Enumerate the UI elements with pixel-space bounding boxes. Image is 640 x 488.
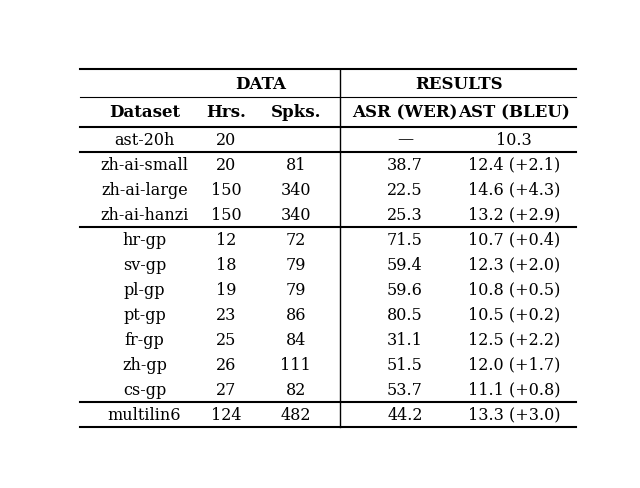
Text: 13.2 (+2.9): 13.2 (+2.9) [468, 206, 560, 223]
Text: 82: 82 [285, 381, 306, 398]
Text: 150: 150 [211, 206, 242, 223]
Text: 20: 20 [216, 131, 236, 148]
Text: 340: 340 [280, 206, 311, 223]
Text: 12.4 (+2.1): 12.4 (+2.1) [468, 156, 560, 173]
Text: 72: 72 [285, 231, 306, 248]
Text: 340: 340 [280, 181, 311, 198]
Text: 482: 482 [280, 406, 311, 423]
Text: 79: 79 [285, 256, 306, 273]
Text: 12.0 (+1.7): 12.0 (+1.7) [468, 356, 560, 373]
Text: 81: 81 [285, 156, 306, 173]
Text: 22.5: 22.5 [387, 181, 422, 198]
Text: 25.3: 25.3 [387, 206, 423, 223]
Text: zh-ai-small: zh-ai-small [100, 156, 189, 173]
Text: hr-gp: hr-gp [122, 231, 166, 248]
Text: 53.7: 53.7 [387, 381, 423, 398]
Text: 150: 150 [211, 181, 242, 198]
Text: 31.1: 31.1 [387, 331, 423, 348]
Text: 44.2: 44.2 [387, 406, 422, 423]
Text: 51.5: 51.5 [387, 356, 423, 373]
Text: RESULTS: RESULTS [415, 76, 503, 92]
Text: 18: 18 [216, 256, 237, 273]
Text: DATA: DATA [236, 76, 287, 92]
Text: 13.3 (+3.0): 13.3 (+3.0) [468, 406, 560, 423]
Text: 111: 111 [280, 356, 311, 373]
Text: 59.4: 59.4 [387, 256, 423, 273]
Text: 12: 12 [216, 231, 237, 248]
Text: 19: 19 [216, 281, 237, 298]
Text: Dataset: Dataset [109, 104, 180, 121]
Text: 38.7: 38.7 [387, 156, 423, 173]
Text: 20: 20 [216, 156, 236, 173]
Text: 23: 23 [216, 306, 237, 323]
Text: zh-ai-large: zh-ai-large [101, 181, 188, 198]
Text: 26: 26 [216, 356, 237, 373]
Text: 10.7 (+0.4): 10.7 (+0.4) [468, 231, 560, 248]
Text: 10.5 (+0.2): 10.5 (+0.2) [468, 306, 560, 323]
Text: 27: 27 [216, 381, 237, 398]
Text: pl-gp: pl-gp [124, 281, 165, 298]
Text: Spks.: Spks. [271, 104, 321, 121]
Text: multilin6: multilin6 [108, 406, 181, 423]
Text: 25: 25 [216, 331, 237, 348]
Text: fr-gp: fr-gp [125, 331, 164, 348]
Text: 71.5: 71.5 [387, 231, 423, 248]
Text: ast-20h: ast-20h [115, 131, 175, 148]
Text: 80.5: 80.5 [387, 306, 423, 323]
Text: 84: 84 [285, 331, 306, 348]
Text: ASR (WER): ASR (WER) [352, 104, 458, 121]
Text: sv-gp: sv-gp [123, 256, 166, 273]
Text: zh-ai-hanzi: zh-ai-hanzi [100, 206, 189, 223]
Text: 86: 86 [285, 306, 306, 323]
Text: 12.5 (+2.2): 12.5 (+2.2) [468, 331, 560, 348]
Text: 124: 124 [211, 406, 241, 423]
Text: 12.3 (+2.0): 12.3 (+2.0) [468, 256, 560, 273]
Text: Hrs.: Hrs. [206, 104, 246, 121]
Text: 10.8 (+0.5): 10.8 (+0.5) [468, 281, 560, 298]
Text: cs-gp: cs-gp [123, 381, 166, 398]
Text: 11.1 (+0.8): 11.1 (+0.8) [468, 381, 560, 398]
Text: 14.6 (+4.3): 14.6 (+4.3) [468, 181, 560, 198]
Text: 59.6: 59.6 [387, 281, 423, 298]
Text: 10.3: 10.3 [496, 131, 532, 148]
Text: —: — [397, 131, 413, 148]
Text: 79: 79 [285, 281, 306, 298]
Text: pt-gp: pt-gp [123, 306, 166, 323]
Text: zh-gp: zh-gp [122, 356, 167, 373]
Text: AST (BLEU): AST (BLEU) [458, 104, 570, 121]
